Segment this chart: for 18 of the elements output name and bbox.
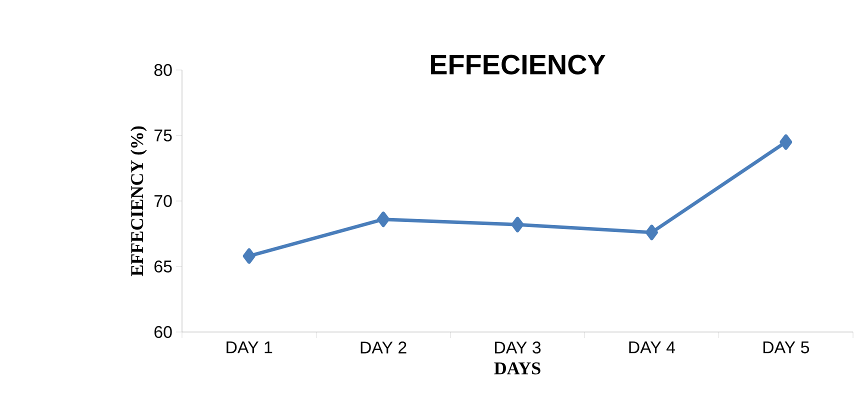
x-tick-label: DAY 5 [763,342,810,354]
point [242,248,256,264]
x-tick-label: DAY 3 [495,342,541,354]
point [377,212,390,228]
point [645,224,658,240]
chart-title: EFFECIENCY [431,54,606,74]
point [511,216,524,232]
x-tick-label: DAY 4 [629,342,676,354]
y-tick-label: 60 [154,326,172,338]
x-tick-label: DAY 1 [226,342,272,354]
y-tick-label: 70 [154,195,172,207]
x-axis-title: DAYS [494,362,540,374]
y-tick-label: 80 [154,64,172,76]
point [780,134,792,150]
y-tick-label: 65 [154,260,172,272]
y-tick-label: 75 [154,130,172,142]
x-tick-label: DAY 2 [360,342,406,354]
y-axis-title: EFFECIENCY (%) [130,126,147,276]
